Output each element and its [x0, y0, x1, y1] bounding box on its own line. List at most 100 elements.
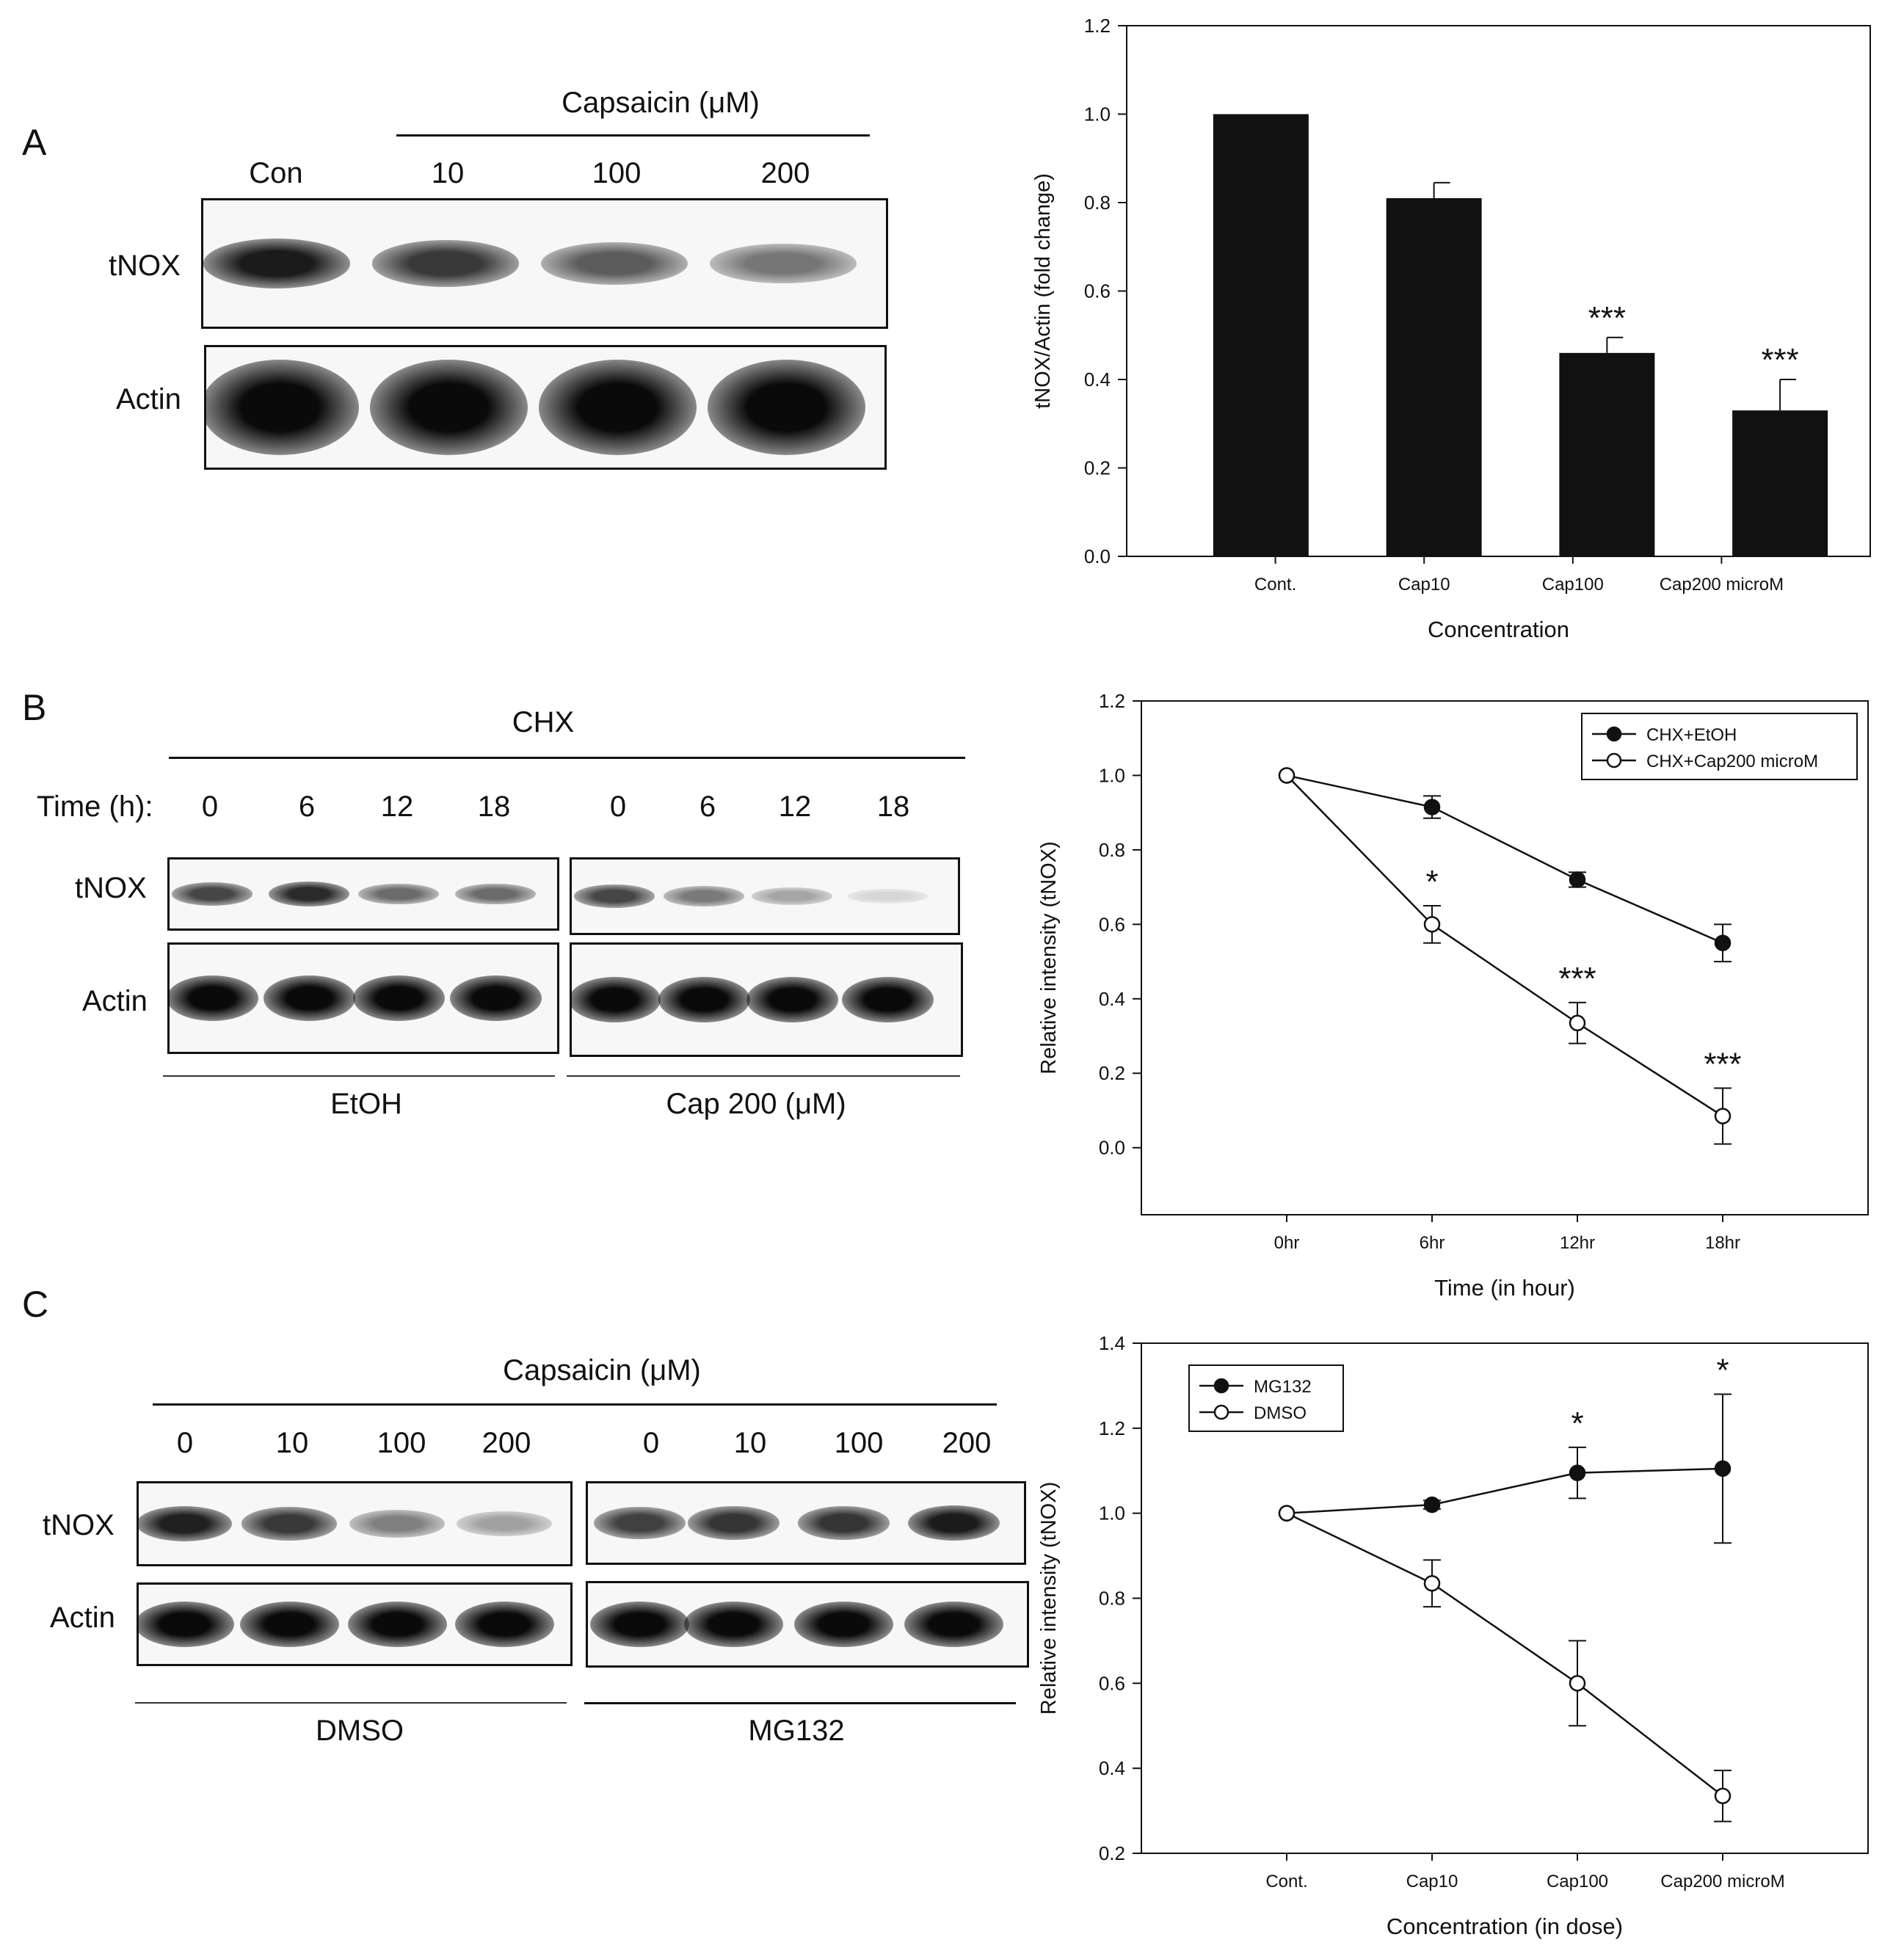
chart-b-y-tick-label: 0.2	[1099, 1062, 1125, 1084]
blot-c-lane-right-1: 0	[642, 1427, 660, 1459]
blot-c-tnox-left-band	[139, 1506, 232, 1541]
blot-b-actin-left-band	[263, 975, 355, 1021]
chart-c-data-point	[1714, 1460, 1732, 1478]
chart-c-y-tick-label: 1.4	[1099, 1332, 1125, 1354]
chart-a-y-tick-label: 0.8	[1084, 192, 1111, 214]
chart-b-data-point	[1569, 871, 1586, 888]
blot-b-lane-left-4: 18	[477, 790, 511, 823]
chart-a-y-tick-label: 0.2	[1084, 457, 1111, 479]
chart-c-y-axis-title: Relative intensity (tNOX)	[1037, 1482, 1061, 1715]
chart-a-y-tick-label: 0.4	[1084, 368, 1111, 390]
panel-letter-b: B	[22, 687, 47, 728]
blot-c-tnox-right-panel	[586, 1481, 1026, 1565]
blot-b-tnox-right-band	[664, 886, 744, 906]
blot-b-lane-left-2: 6	[298, 790, 316, 823]
blot-b-header: CHX	[512, 706, 575, 738]
blot-b-tnox-left-band	[455, 883, 536, 905]
chart-a-y-tick-label: 1.0	[1084, 103, 1111, 126]
chart-b-significance-label: ***	[1558, 961, 1596, 997]
blot-b-lane-left-1: 0	[201, 790, 219, 823]
blot-c-actin-right-band	[904, 1602, 1003, 1647]
blot-c-actin-right-band	[683, 1602, 783, 1647]
chart-b-legend-marker	[1606, 752, 1622, 768]
blot-a-lane-3: 100	[592, 157, 642, 189]
chart-c-x-tick-label: Cont.	[1265, 1872, 1307, 1891]
blot-c-group-left-rule	[135, 1702, 567, 1704]
chart-b-data-point	[1278, 767, 1296, 784]
blot-c-group-left: DMSO	[316, 1715, 404, 1747]
chart-a-x-tick-label: Cont.	[1254, 575, 1296, 595]
blot-c-lane-left-1: 0	[176, 1427, 194, 1459]
blot-c-actin-left-panel	[137, 1582, 573, 1666]
blot-c-row-tnox: tNOX	[43, 1509, 115, 1541]
chart-a-bar	[1559, 352, 1655, 556]
blot-b-time-label: Time (h):	[37, 790, 153, 823]
chart-b-data-point	[1714, 1108, 1732, 1124]
blot-b-lane-right-2: 6	[699, 790, 716, 823]
blot-c-row-actin: Actin	[50, 1602, 115, 1634]
blot-a-actin-panel	[204, 345, 887, 470]
blot-b-row-actin: Actin	[82, 985, 148, 1017]
chart-c-data-point	[1423, 1574, 1441, 1592]
chart-b-y-axis-title: Relative intensity (tNOX)	[1037, 841, 1061, 1075]
blot-c-tnox-right-band	[907, 1505, 1000, 1541]
blot-c-actin-left-band	[454, 1602, 554, 1647]
chart-b-legend-marker	[1606, 726, 1622, 742]
chart-b-x-tick-label: 6hr	[1420, 1233, 1445, 1253]
chart-b-y-tick-label: 0.4	[1099, 988, 1125, 1010]
chart-c-y-tick-label: 0.8	[1099, 1588, 1125, 1610]
blot-b-row-tnox: tNOX	[75, 872, 147, 904]
chart-a-x-axis-title: Concentration	[1428, 617, 1569, 642]
chart-a-bar	[1213, 114, 1309, 556]
chart-b-x-tick-label: 0hr	[1274, 1233, 1300, 1253]
blot-a-tnox-band	[541, 241, 688, 285]
blot-c-tnox-right-band	[797, 1506, 890, 1540]
chart-b-series-line	[1286, 774, 1723, 944]
blot-b-tnox-right-panel	[570, 857, 960, 935]
chart-c-series-line	[1286, 1467, 1723, 1514]
blot-a-actin-band	[369, 360, 528, 455]
chart-a-significance-label: ***	[1761, 342, 1798, 378]
blot-b-actin-right-band	[746, 977, 838, 1022]
chart-c-significance-label: *	[1571, 1406, 1583, 1442]
chart-b-y-tick-label: 0.0	[1099, 1137, 1125, 1159]
blot-a-row-actin: Actin	[116, 383, 181, 415]
blot-b-actin-right-band	[572, 977, 661, 1022]
blot-a-tnox-panel	[201, 198, 888, 329]
chart-c-y-tick-label: 1.2	[1099, 1417, 1125, 1439]
blot-c-lane-left-3: 100	[377, 1427, 426, 1459]
blot-c-header: Capsaicin (μM)	[503, 1354, 701, 1386]
chart-c-data-point	[1423, 1496, 1441, 1513]
chart-c-x-tick-label: Cap10	[1406, 1872, 1458, 1891]
chart-a-x-tick-label: Cap100	[1542, 575, 1604, 595]
blot-b-tnox-right-band	[847, 888, 928, 904]
blot-c-tnox-left-band	[241, 1507, 337, 1541]
blot-c-lane-right-3: 100	[834, 1427, 884, 1459]
chart-c-series-line	[1286, 1512, 1723, 1797]
panel-letter-c: C	[22, 1284, 49, 1325]
chart-c-line: 0.2 0.4 0.6 0.8 1.0 1.2 1.4 Cont. Cap10 Cap100 Cap…	[1037, 1332, 1869, 1939]
chart-b-series-line	[1286, 774, 1723, 1117]
blot-c-tnox-left-band	[349, 1510, 445, 1538]
blot-b-actin-right-panel	[570, 942, 963, 1057]
blot-b-lane-left-3: 12	[380, 790, 414, 823]
blot-a-header: Capsaicin (μM)	[562, 87, 760, 119]
chart-a-significance-label: ***	[1588, 300, 1626, 336]
blot-c-tnox-left-panel	[137, 1481, 573, 1566]
chart-a-y-axis-title: tNOX/Actin (fold change)	[1031, 173, 1055, 409]
chart-b-data-point	[1714, 934, 1732, 951]
chart-b-data-point	[1569, 1014, 1586, 1032]
chart-a-bar	[1386, 197, 1482, 556]
chart-a-y-tick-label: 1.2	[1084, 15, 1111, 37]
chart-b-y-tick-label: 0.6	[1099, 913, 1125, 935]
chart-b-line: 0.0 0.2 0.4 0.6 0.8 1.0 1.2 0hr 6hr 12hr 18hr Time …	[1037, 690, 1869, 1301]
chart-c-x-tick-label: Cap100	[1547, 1872, 1608, 1891]
chart-c-x-axis-title: Concentration (in dose)	[1387, 1913, 1623, 1939]
blot-b-tnox-right-band	[574, 884, 655, 908]
chart-c-legend-marker	[1213, 1404, 1229, 1420]
chart-a-bar: 0.0 0.2 0.4 0.6 0.8 1.0 1.2 Cont. Cap10 Cap100 Cap…	[1031, 15, 1871, 642]
panel-letter-a: A	[22, 122, 47, 163]
blot-b-group-left-rule	[163, 1075, 555, 1077]
chart-b-data-point	[1423, 916, 1441, 933]
blot-c-actin-right-band	[589, 1602, 689, 1647]
